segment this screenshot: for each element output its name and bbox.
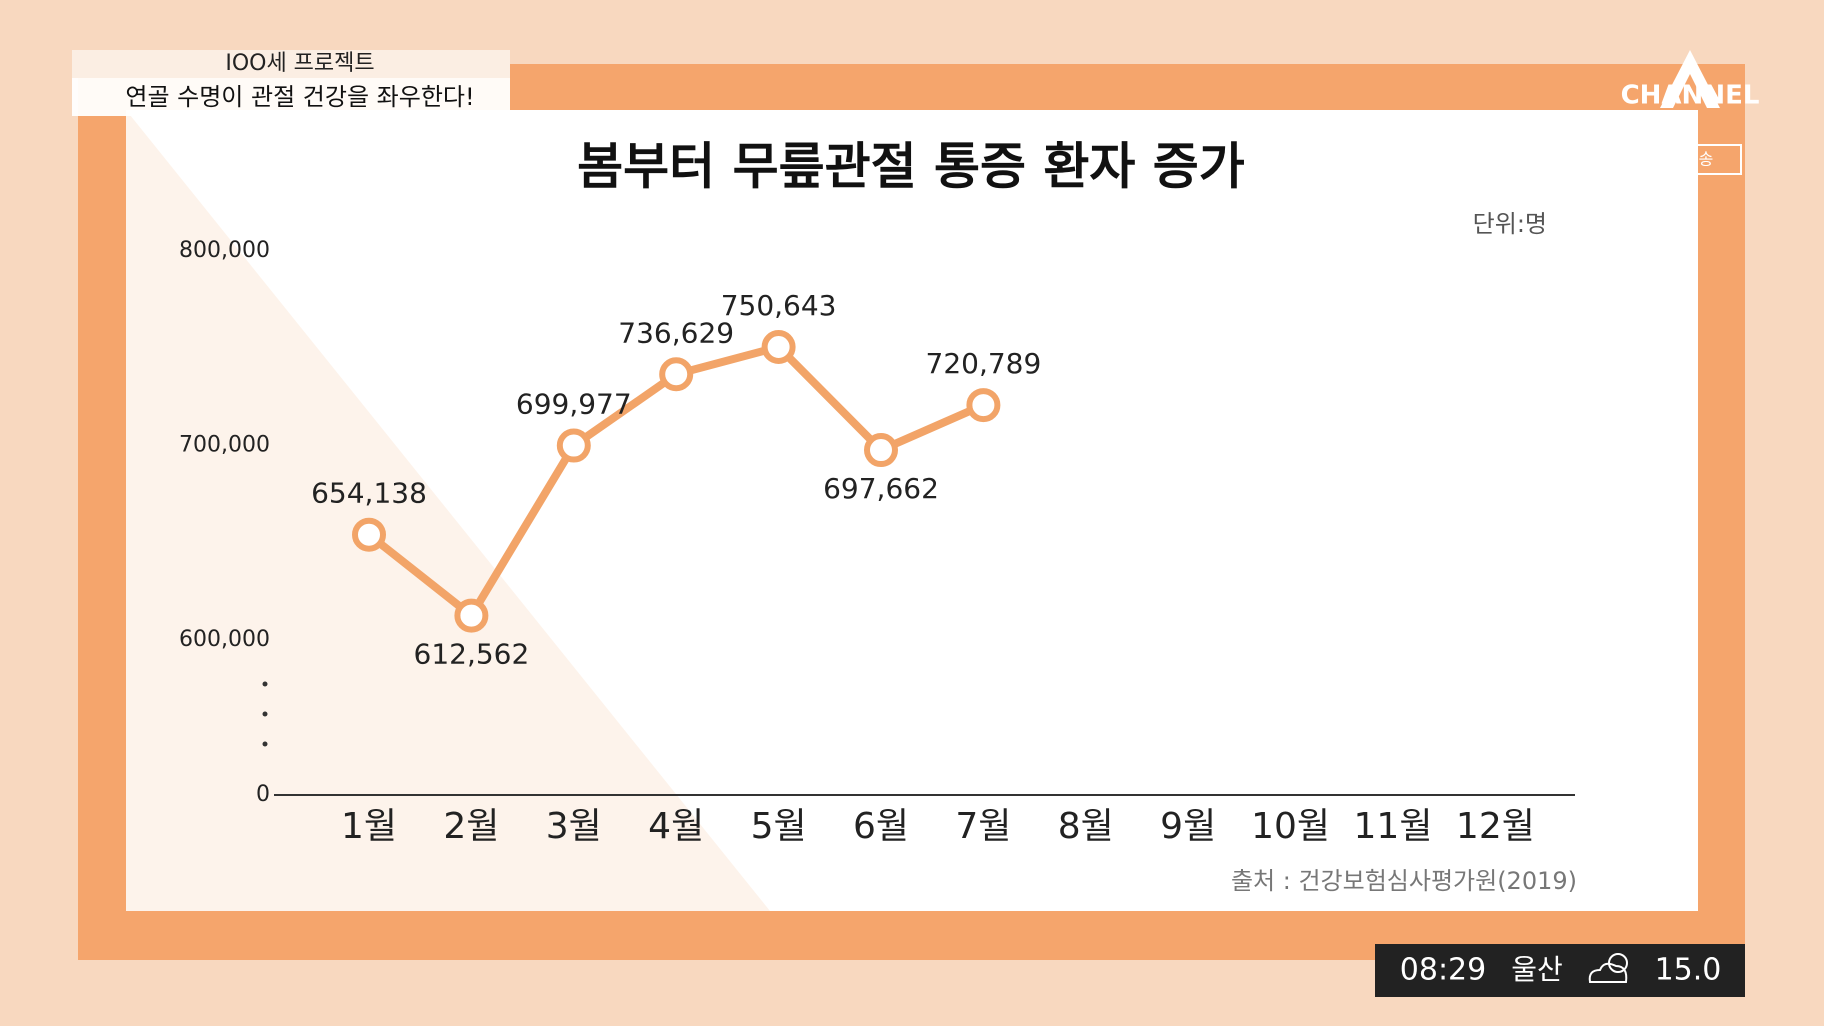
point (352, 517, 386, 552)
temperature: 15.0 (1655, 953, 1722, 988)
axis-break-dot (262, 741, 268, 747)
y-tick-label: 600,000 (179, 627, 270, 652)
logo-text: CHANNEL (1621, 81, 1760, 111)
logo-mark (1660, 50, 1720, 108)
y-tick-label: 800,000 (179, 238, 270, 263)
x-tick-label: 11월 (1354, 806, 1433, 847)
y-tick-label: 0 (256, 782, 270, 807)
logo-tag: 송 (1699, 150, 1714, 169)
x-tick-label: 4월 (648, 806, 704, 847)
axis-break-dot (262, 681, 268, 687)
point (454, 598, 489, 633)
city: 울산 (1511, 953, 1563, 986)
data-label: 750,643 (721, 289, 837, 322)
y-tick-label: 700,000 (179, 433, 270, 458)
x-tick-label: 8월 (1058, 806, 1114, 847)
point (761, 329, 796, 364)
diagonal-shade (126, 110, 770, 911)
chart-title: 봄부터 무릎관절 통증 환자 증가 (577, 138, 1245, 196)
x-tick-label: 5월 (751, 806, 807, 847)
status-bar (1375, 944, 1745, 997)
point (556, 428, 591, 463)
clock: 08:29 (1400, 953, 1486, 988)
data-label: 720,789 (926, 347, 1042, 380)
headline: 연골 수명이 관절 건강을 좌우한다! (125, 83, 474, 111)
x-tick-label: 2월 (443, 806, 499, 847)
x-tick-label: 9월 (1160, 806, 1216, 847)
x-tick-label: 3월 (546, 806, 602, 847)
x-tick-label: 12월 (1456, 806, 1535, 847)
data-label: 699,977 (516, 388, 632, 421)
program-strip (72, 50, 510, 78)
data-label: 697,662 (823, 472, 939, 505)
point (659, 357, 694, 392)
x-tick-label: 6월 (853, 806, 909, 847)
axis-break-dot (262, 711, 268, 717)
data-label: 736,629 (618, 316, 734, 349)
data-label: 612,562 (414, 638, 530, 671)
point (966, 388, 1001, 423)
point (864, 433, 898, 468)
weather-icon (1588, 953, 1628, 983)
unit-label: 단위:명 (1473, 210, 1547, 238)
x-tick-label: 10월 (1251, 806, 1330, 847)
program-name: IOO세 프로젝트 (225, 51, 374, 76)
source-label: 출처 : 건강보험심사평가원(2019) (1231, 867, 1577, 895)
x-tick-label: 1월 (341, 806, 397, 847)
logo-tag-box (1674, 144, 1742, 175)
data-label: 654,138 (311, 477, 427, 510)
x-tick-label: 7월 (955, 806, 1011, 847)
